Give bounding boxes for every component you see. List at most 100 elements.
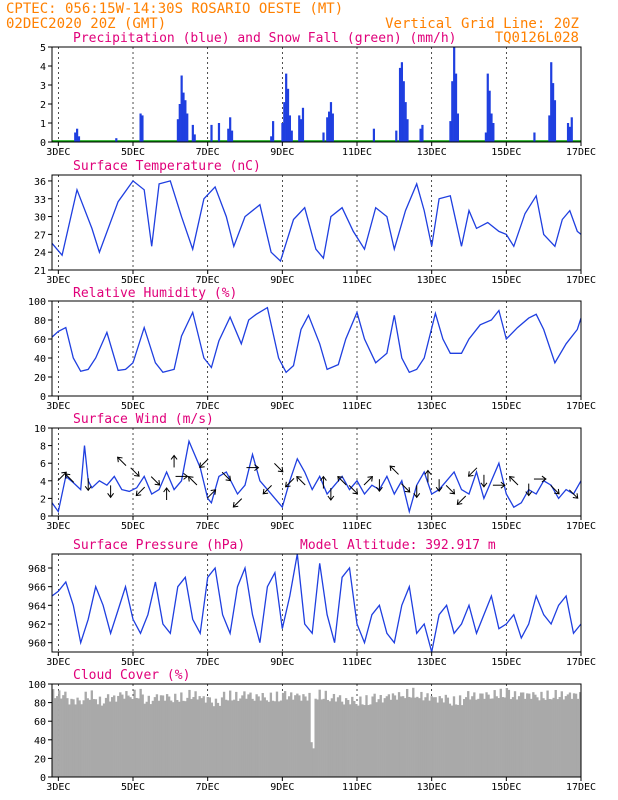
cloud-bar [479,693,482,777]
precip-bar [328,111,331,142]
y-tick-label: 20 [34,373,46,384]
cloud-bar [139,688,142,777]
wind-arrow [150,476,160,486]
precip-bar [400,62,404,143]
precip-bar [186,113,189,142]
cloud-bar [290,692,293,777]
wind-arrow-head [404,487,411,493]
cloud-bar [422,700,425,777]
precip-bar [488,90,491,142]
cloud-bar [564,696,568,777]
y-tick-label: 8 [40,442,46,453]
wind-arrow-head [225,475,232,482]
cloud-bar [198,696,201,777]
cloud-bar [320,699,323,777]
precip-bar [184,100,187,142]
cloud-bar [119,692,122,777]
wind-arrow-head [352,488,359,495]
cloud-bar [326,699,330,777]
cloud-bar [524,698,527,777]
precip-bar [326,117,329,142]
cloud-bar [216,702,220,777]
cloud-bar [385,696,389,777]
y-tick-label: 2 [40,100,46,111]
cloud-bar [52,689,55,777]
cloud-bar [379,694,382,777]
cloud-bar [534,694,537,777]
y-tick-label: 0 [40,138,46,149]
cloud-bar [401,696,405,777]
precip-bar [182,92,185,142]
wind-arrow [456,495,467,505]
header-model: TQ0126L028 [495,30,579,46]
x-tick-label: 15DEC [491,147,521,158]
cloud-bar [104,697,108,777]
cloud-bar [357,705,360,777]
x-tick-label: 3DEC [46,275,70,286]
cloud-bar [283,691,287,777]
cloud-bar [176,700,179,777]
wind-arrow-head [449,488,456,495]
cloud-bar [186,697,189,777]
cloud-bar [133,689,136,777]
cloud-bar [143,703,146,777]
cloud-bar [458,695,462,777]
cloud-bar [220,697,224,777]
cloud-bar [102,703,106,777]
cloud-bar [145,701,148,777]
cloud-bar [115,701,118,777]
cloud-bar [302,694,305,777]
wind-arrow-head [554,488,560,495]
cloud-bar [377,699,380,777]
precip-bar [484,132,488,142]
cloud-bar [288,696,291,777]
cloud-bar [202,696,205,777]
cloud-bar [129,697,132,777]
cloud-bar [106,694,110,777]
y-tick-label: 3 [40,81,46,92]
cloud-bar [265,700,268,777]
wind-arrow-head [163,487,171,493]
cloud-bar [318,689,321,777]
wind-arrow-head [107,493,115,499]
cloud-bar [538,700,541,777]
wind-arrow-head [183,473,189,480]
cloud-bar [566,694,570,777]
cloud-bar [243,691,246,777]
cloud-bar [499,688,502,777]
precip-bar [229,117,232,142]
cloud-bar [570,698,574,777]
cloud-bar [369,704,372,777]
cloud-bar [347,699,350,777]
cloud-bar [111,697,114,777]
x-tick-label: 5DEC [121,147,145,158]
cloud-bar [491,698,494,777]
y-tick-label: 36 [34,177,46,188]
cloud-bar [253,700,256,777]
precip-bar [570,117,573,142]
cloud-bar [528,693,531,777]
cloud-bar [131,698,134,777]
x-tick-label: 3DEC [46,401,70,412]
cloud-bar [359,696,362,777]
precip-bar [301,107,305,142]
cloud-bar [180,692,183,777]
wind-arrow [221,471,231,481]
cloud-bar [328,701,332,777]
precip-bar [115,138,118,142]
cloud-bar [92,699,96,777]
cloud-bar [507,689,511,777]
cloud-bar [365,695,368,777]
x-tick-label: 13DEC [417,782,447,793]
cloud-bar [371,696,374,777]
cloud-bar [351,696,354,777]
cloud-bar [98,696,102,777]
x-tick-label: 13DEC [417,657,447,668]
panel-frame [51,300,582,397]
cloud-bar [436,702,439,777]
cloud-bar [247,694,250,777]
cloud-bar [80,704,83,777]
wind-arrow-head [509,476,515,482]
wind-arrow [445,485,455,495]
cloud-bar [86,698,89,777]
